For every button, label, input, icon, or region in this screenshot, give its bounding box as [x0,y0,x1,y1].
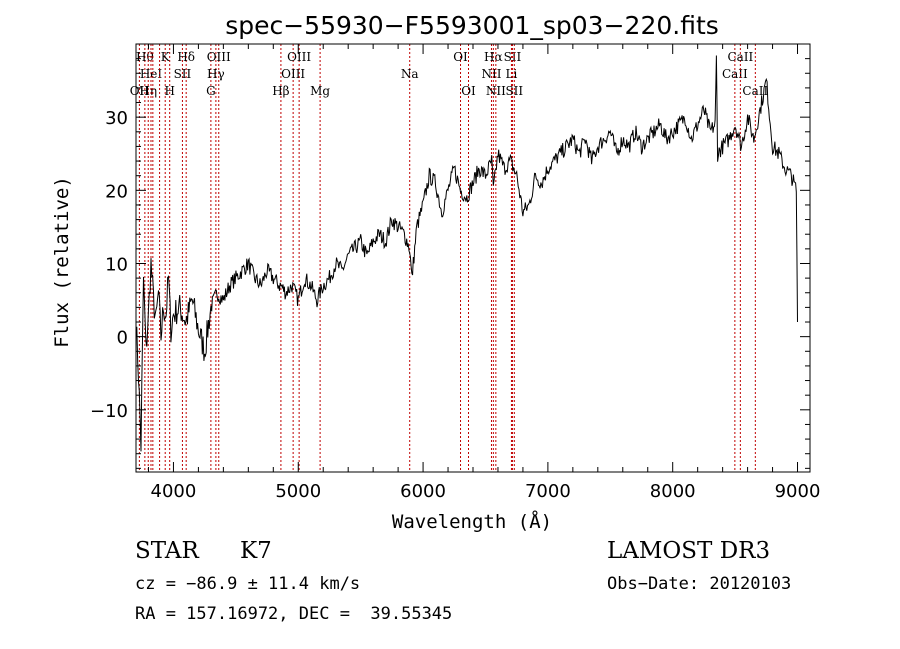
spectral-line-label: CaII [742,84,768,98]
spectral-line-label: NII [481,67,501,81]
x-tick-label: 8000 [650,481,696,502]
object-class: STAR [135,538,199,564]
spectral-line-label: Na [401,67,419,81]
spectral-line-label: Mg [310,84,330,98]
spectral-line-label: OI [453,50,468,64]
y-tick-label: 20 [105,181,128,202]
x-tick-label: 7000 [525,481,571,502]
spectral-line-label: CaII [722,67,748,81]
x-tick-label: 5000 [275,481,321,502]
spectral-line-label: Hη [139,84,157,98]
spectral-line-label: SII [505,84,523,98]
x-tick-label: 9000 [775,481,821,502]
spectral-line-label: OI [461,84,476,98]
spectral-line-label: Hγ [207,67,225,81]
axis-ticks-layer: 4000 5000 6000 7000 8000 9000 −10 0 10 20 30 [90,44,820,502]
x-tick-label: 4000 [151,481,197,502]
x-tick-label: 6000 [400,481,446,502]
redshift-text: cz = −86.9 ± 11.4 km/s [135,574,361,594]
spectral-line-label: SII [174,67,192,81]
spectral-line-label: OIII [287,50,311,64]
spectral-line-label: OIII [281,67,305,81]
survey-name: LAMOST DR3 [607,538,771,564]
spectral-line-label: K [161,50,171,64]
spectral-line-label: NII [486,84,506,98]
spectral-line-label: Hθ [136,50,154,64]
spectral-line-label: H [164,84,174,98]
spectral-line-label: G [206,84,216,98]
chart-title: spec−55930−F5593001_sp03−220.fits [225,11,719,40]
spectral-line-label: Hα [484,50,503,64]
y-tick-label: 0 [117,328,128,349]
object-subclass: K7 [240,538,272,564]
y-axis-label: Flux (relative) [51,176,73,348]
flux-series-line [135,55,798,452]
spectral-line-label: Li [506,67,518,81]
spectral-line-label: OIII [207,50,231,64]
spectral-line-label: Hδ [177,50,195,64]
y-tick-label: 10 [105,254,128,275]
spectral-line-label: SII [504,50,522,64]
plot-frame [135,43,811,473]
y-tick-label: −10 [90,401,128,422]
spectral-line-label: CaII [727,50,753,64]
spectral-lines-layer: OIIHθHηHeIKHSIIHδGHγOIIIHβOIIIOIIIMgNaOI… [130,44,768,472]
spectral-line-label: Hβ [272,84,289,98]
coordinates-text: RA = 157.16972, DEC = 39.55345 [135,604,453,624]
spectral-line-label: OII [130,84,150,98]
observation-date: Obs−Date: 20120103 [607,574,792,594]
spectral-line-label: HeI [140,67,163,81]
x-axis-label: Wavelength (Å) [392,510,552,533]
y-tick-label: 30 [105,108,128,129]
